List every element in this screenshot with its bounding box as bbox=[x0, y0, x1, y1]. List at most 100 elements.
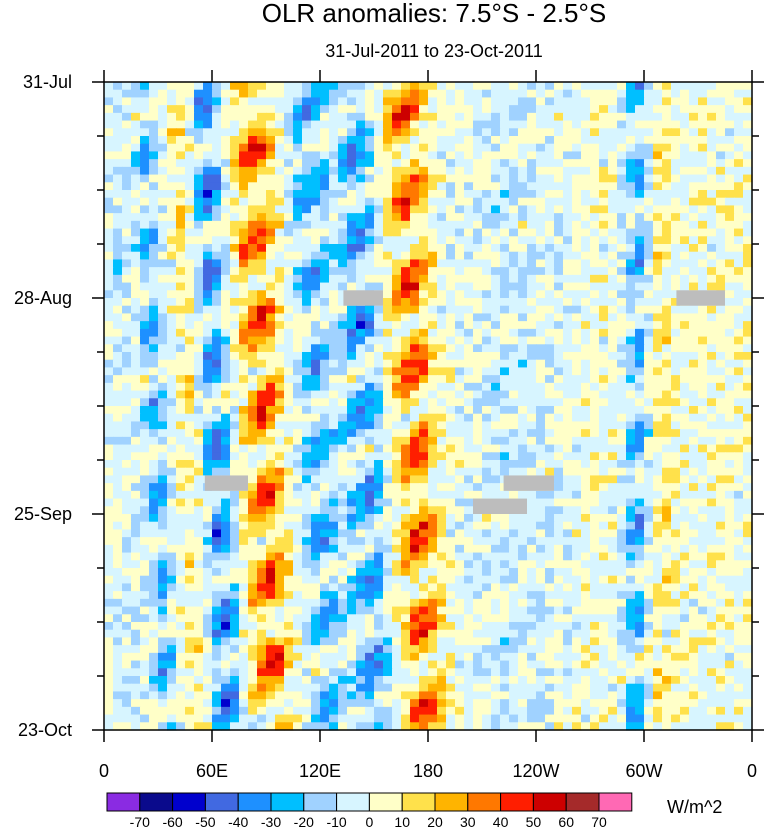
heatmap-cell bbox=[635, 220, 645, 230]
heatmap-cell bbox=[374, 205, 384, 214]
heatmap-cell bbox=[140, 498, 150, 507]
heatmap-cell bbox=[716, 128, 726, 137]
heatmap-cell bbox=[248, 290, 258, 299]
heatmap-cell bbox=[284, 220, 294, 230]
heatmap-cell bbox=[347, 213, 357, 222]
heatmap-cell bbox=[194, 591, 204, 600]
heatmap-cell bbox=[572, 128, 582, 137]
heatmap-cell bbox=[653, 190, 663, 199]
heatmap-cell bbox=[284, 89, 294, 99]
heatmap-cell bbox=[203, 583, 213, 592]
heatmap-cell bbox=[149, 274, 159, 284]
heatmap-cell bbox=[518, 344, 528, 353]
heatmap-cell bbox=[230, 591, 240, 600]
heatmap-cell bbox=[599, 475, 609, 484]
heatmap-cell bbox=[392, 321, 402, 330]
heatmap-cell bbox=[374, 213, 384, 222]
heatmap-cell bbox=[635, 352, 645, 361]
heatmap-cell bbox=[230, 583, 240, 592]
heatmap-cell bbox=[491, 591, 501, 600]
heatmap-cell bbox=[635, 413, 645, 423]
heatmap-cell bbox=[509, 406, 519, 415]
heatmap-cell bbox=[320, 82, 330, 91]
heatmap-cell bbox=[167, 606, 177, 615]
heatmap-cell bbox=[671, 444, 681, 453]
heatmap-cell bbox=[536, 583, 546, 592]
heatmap-cell bbox=[473, 220, 483, 230]
heatmap-cell bbox=[446, 544, 456, 554]
heatmap-cell bbox=[599, 182, 609, 191]
heatmap-cell bbox=[374, 267, 384, 276]
heatmap-cell bbox=[635, 166, 645, 176]
heatmap-cell bbox=[293, 321, 303, 330]
heatmap-cell bbox=[581, 336, 591, 345]
heatmap-cell bbox=[455, 228, 465, 237]
heatmap-cell bbox=[203, 498, 213, 507]
heatmap-cell bbox=[266, 259, 276, 268]
heatmap-cell bbox=[482, 514, 492, 523]
heatmap-cell bbox=[311, 514, 321, 523]
heatmap-cell bbox=[266, 568, 276, 577]
heatmap-cell bbox=[140, 568, 150, 577]
heatmap-cell bbox=[284, 421, 294, 430]
heatmap-cell bbox=[230, 352, 240, 361]
heatmap-cell bbox=[509, 267, 519, 276]
heatmap-cell bbox=[365, 552, 375, 561]
heatmap-cell bbox=[329, 375, 339, 384]
heatmap-cell bbox=[536, 521, 546, 531]
heatmap-cell bbox=[347, 197, 357, 207]
heatmap-cell bbox=[617, 436, 627, 446]
heatmap-cell bbox=[590, 375, 600, 384]
heatmap-cell bbox=[662, 166, 672, 176]
heatmap-cell bbox=[572, 159, 582, 168]
heatmap-cell bbox=[509, 298, 519, 307]
heatmap-cell bbox=[518, 313, 528, 322]
heatmap-cell bbox=[374, 521, 384, 531]
heatmap-cell bbox=[185, 220, 195, 230]
heatmap-cell bbox=[518, 244, 528, 253]
heatmap-cell bbox=[563, 467, 573, 477]
heatmap-cell bbox=[527, 560, 537, 569]
heatmap-cell bbox=[446, 313, 456, 322]
heatmap-cell bbox=[338, 606, 348, 615]
heatmap-cell bbox=[104, 159, 114, 168]
heatmap-cell bbox=[644, 220, 654, 230]
heatmap-cell bbox=[563, 228, 573, 237]
heatmap-cell bbox=[455, 159, 465, 168]
heatmap-cell bbox=[230, 421, 240, 430]
heatmap-cell bbox=[653, 282, 663, 291]
heatmap-cell bbox=[734, 529, 744, 538]
heatmap-cell bbox=[455, 498, 465, 507]
heatmap-cell bbox=[383, 228, 393, 237]
heatmap-cell bbox=[383, 336, 393, 345]
heatmap-cell bbox=[257, 336, 267, 345]
heatmap-cell bbox=[698, 552, 708, 561]
heatmap-cell bbox=[581, 475, 591, 484]
heatmap-cell bbox=[698, 143, 708, 153]
heatmap-cell bbox=[428, 174, 438, 183]
heatmap-cell bbox=[653, 406, 663, 415]
heatmap-cell bbox=[266, 444, 276, 453]
heatmap-cell bbox=[734, 82, 744, 91]
heatmap-cell bbox=[464, 529, 474, 538]
heatmap-cell bbox=[320, 290, 330, 299]
heatmap-cell bbox=[212, 182, 222, 191]
heatmap-cell bbox=[500, 120, 510, 129]
heatmap-cell bbox=[563, 213, 573, 222]
heatmap-cell bbox=[185, 182, 195, 191]
heatmap-cell bbox=[392, 429, 402, 438]
heatmap-cell bbox=[518, 598, 528, 608]
heatmap-cell bbox=[347, 375, 357, 384]
heatmap-cell bbox=[437, 375, 447, 384]
heatmap-cell bbox=[554, 151, 564, 160]
heatmap-cell bbox=[725, 568, 735, 577]
heatmap-cell bbox=[698, 305, 708, 315]
heatmap-cell bbox=[248, 89, 258, 99]
heatmap-cell bbox=[194, 82, 204, 91]
heatmap-cell bbox=[518, 213, 528, 222]
heatmap-cell bbox=[347, 120, 357, 129]
heatmap-cell bbox=[320, 244, 330, 253]
heatmap-cell bbox=[725, 506, 735, 515]
heatmap-cell bbox=[437, 259, 447, 268]
heatmap-cell bbox=[158, 174, 168, 183]
